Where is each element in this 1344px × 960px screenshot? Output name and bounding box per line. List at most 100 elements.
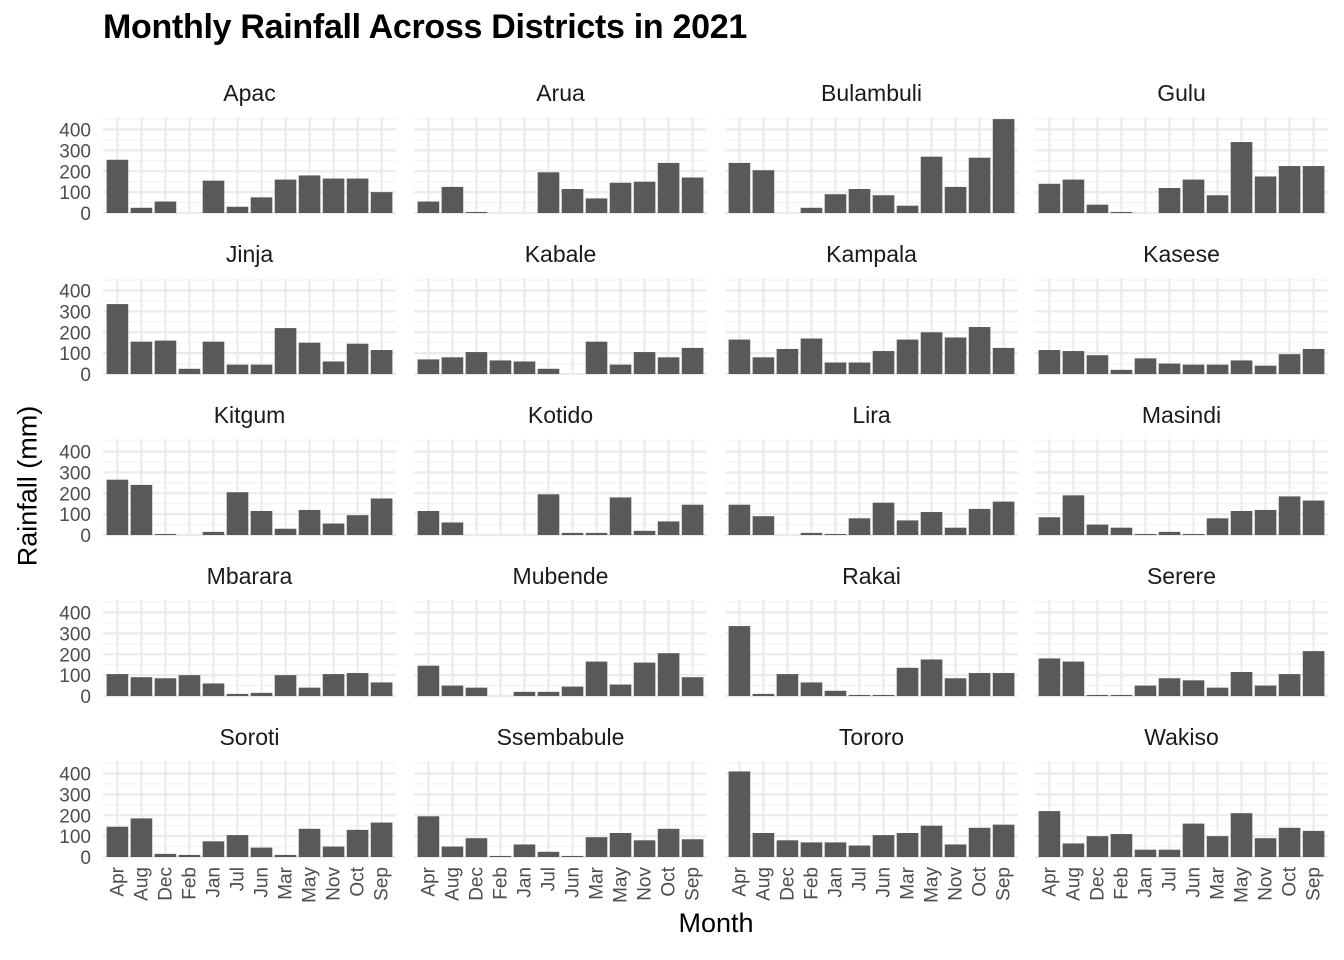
bar xyxy=(1086,694,1109,696)
bar xyxy=(1302,166,1325,213)
bar xyxy=(681,504,704,535)
bar xyxy=(370,350,393,374)
bar xyxy=(513,844,536,857)
bar xyxy=(226,835,249,857)
bar xyxy=(944,678,967,696)
facet-strip-label: Mubende xyxy=(513,563,609,589)
y-tick-label: 200 xyxy=(59,645,91,666)
facet-panel: Kabale xyxy=(414,241,707,376)
bar xyxy=(1230,511,1253,535)
bar xyxy=(1206,518,1229,535)
bar xyxy=(1278,354,1301,374)
facet-panel: Kasese xyxy=(1035,241,1328,376)
facet-strip-label: Mbarara xyxy=(207,563,293,589)
x-axis-label: Month xyxy=(678,908,754,938)
bar xyxy=(298,175,321,213)
y-axis-label: Rainfall (mm) xyxy=(12,405,43,567)
bar xyxy=(417,816,440,857)
bar xyxy=(728,771,751,857)
x-tick-label: Aug xyxy=(753,867,774,901)
y-tick-label: 300 xyxy=(59,785,91,806)
y-tick-label: 200 xyxy=(59,323,91,344)
bar xyxy=(800,842,823,857)
bar xyxy=(298,687,321,696)
bar xyxy=(585,198,608,213)
bar xyxy=(370,822,393,857)
bar xyxy=(1038,517,1061,535)
bar xyxy=(1302,348,1325,374)
bar xyxy=(178,368,201,374)
bar xyxy=(1254,365,1277,374)
bar xyxy=(872,351,895,374)
bar xyxy=(968,327,991,374)
bar xyxy=(657,653,680,696)
bar xyxy=(1038,183,1061,213)
x-tick-label: Jun xyxy=(252,867,273,898)
bar xyxy=(1134,533,1157,535)
facet-strip-label: Kabale xyxy=(525,241,597,267)
bar xyxy=(681,839,704,857)
bar xyxy=(1158,678,1181,696)
bar xyxy=(513,361,536,374)
bar xyxy=(848,362,871,374)
bar xyxy=(154,533,177,535)
x-tick-label: Oct xyxy=(1280,866,1301,896)
bar xyxy=(800,207,823,213)
x-tick-label: Jan xyxy=(514,867,535,898)
x-tick-label: May xyxy=(922,867,943,903)
facet-strip-label: Kasese xyxy=(1143,241,1220,267)
bar xyxy=(1158,363,1181,374)
x-tick-label: Sep xyxy=(683,867,704,901)
y-tick-label: 200 xyxy=(59,484,91,505)
bar xyxy=(776,840,799,857)
x-tick-label: Dec xyxy=(466,867,487,901)
y-tick-label: 100 xyxy=(59,827,91,848)
bar xyxy=(1062,661,1085,696)
x-tick-label: Oct xyxy=(659,866,680,896)
y-tick-label: 200 xyxy=(59,806,91,827)
y-tick-label: 200 xyxy=(59,162,91,183)
bar xyxy=(537,172,560,213)
bar xyxy=(226,364,249,374)
x-tick-label: Jul xyxy=(227,867,248,891)
x-tick-label: Dec xyxy=(777,867,798,901)
bar xyxy=(1254,509,1277,535)
x-tick-label: Sep xyxy=(372,867,393,901)
bar xyxy=(681,177,704,213)
facet-panel: Rakai xyxy=(725,563,1018,698)
bar xyxy=(154,201,177,213)
bar xyxy=(346,343,369,374)
x-tick-label: Apr xyxy=(1039,866,1060,896)
bar xyxy=(920,512,943,535)
bar xyxy=(681,347,704,374)
bar xyxy=(992,673,1015,696)
facet-panel: Tororo Apr Aug Dec Feb Jan Jul Jun Mar May Nov Oct S… xyxy=(725,724,1018,903)
facet-panel: Lira xyxy=(725,402,1018,537)
bar xyxy=(1254,685,1277,696)
facet-panel: Wakiso Apr Aug Dec Feb Jan Jul Jun Mar May Nov Oct S… xyxy=(1035,724,1328,903)
bar xyxy=(585,341,608,374)
bar xyxy=(896,205,919,213)
bar xyxy=(178,854,201,857)
bar xyxy=(417,665,440,696)
facet-panel: Serere xyxy=(1035,563,1328,698)
bar xyxy=(513,691,536,696)
bar xyxy=(274,179,297,213)
x-tick-label: Jul xyxy=(1159,867,1180,891)
bar xyxy=(1158,849,1181,857)
bar xyxy=(130,207,153,213)
bar xyxy=(1062,495,1085,535)
bar xyxy=(1182,823,1205,857)
bar xyxy=(728,626,751,696)
bar xyxy=(130,484,153,535)
bar xyxy=(537,494,560,535)
bar xyxy=(992,347,1015,374)
bar xyxy=(992,119,1015,213)
bar xyxy=(465,352,488,374)
bar xyxy=(1206,836,1229,857)
facet-panel: Kampala xyxy=(725,241,1018,376)
bar xyxy=(489,360,512,374)
bar xyxy=(417,511,440,535)
